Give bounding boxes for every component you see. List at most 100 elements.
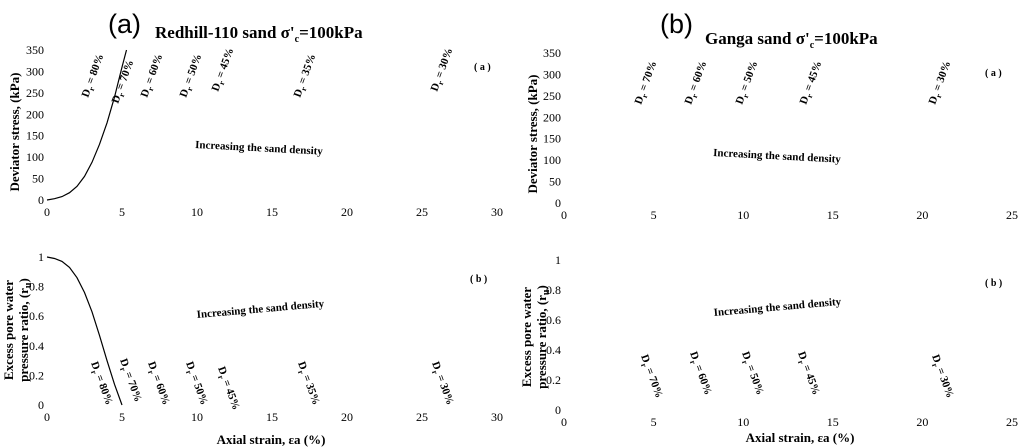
dr-label: Dr = 30% [927, 353, 956, 400]
chart-right-bottom-ylabel: Excess pore waterpressure ratio, (ru) [519, 285, 552, 389]
chart-left-top-yticks: 0 50 100 150 200 250 300 350 [26, 43, 44, 207]
y-tick-label: 250 [543, 89, 561, 103]
x-tick-label: 30 [491, 410, 503, 424]
x-tick-label: 0 [44, 410, 50, 424]
x-tick-label: 10 [737, 415, 749, 429]
dr-label: Dr = 35% [292, 52, 321, 99]
x-tick-label: 15 [266, 205, 278, 219]
x-tick-label: 15 [266, 410, 278, 424]
y-tick-label: 300 [543, 67, 561, 81]
x-tick-label: 20 [916, 415, 928, 429]
x-tick-label: 25 [416, 410, 428, 424]
dr-label: Dr = 60% [143, 360, 172, 407]
dr-label: Dr = 60% [683, 59, 712, 106]
chart-right-top-annotation: Increasing the sand density [713, 147, 842, 166]
chart-left-bottom-annotation: Increasing the sand density [196, 298, 325, 321]
x-tick-label: 15 [827, 208, 839, 222]
dr-label: Dr = 35% [293, 360, 322, 407]
dr-label: Dr = 70% [633, 59, 662, 106]
y-tick-label: 350 [543, 46, 561, 60]
x-tick-label: 30 [491, 205, 503, 219]
chart-left-top-sublabel: ( a ) [474, 62, 491, 73]
y-tick-label: 150 [543, 132, 561, 146]
y-tick-label: 350 [26, 43, 44, 57]
chart-left-top-xticks: 0 5 10 15 20 25 30 [44, 205, 503, 219]
y-tick-label: 50 [549, 175, 561, 189]
dr-label: Dr = 50% [734, 59, 763, 106]
dr-label: Dr = 60% [139, 52, 168, 99]
chart-right-top-dr-labels: Dr = 70% Dr = 60% Dr = 50% Dr = 45% Dr = 30% [633, 59, 956, 106]
chart-left-top: Deviator stress, (kPa) 05010015020025030… [7, 43, 503, 219]
y-tick-label: 1 [38, 250, 44, 264]
chart-left-bottom-xticks: 0 5 10 15 20 25 30 [44, 410, 503, 424]
dr-label: Dr = 50% [181, 360, 210, 407]
x-tick-label: 10 [191, 205, 203, 219]
y-tick-label: 100 [543, 153, 561, 167]
dr-label: Dr = 45% [798, 59, 827, 106]
chart-right-top-yticks: 0 50 100 150 200 250 300 350 [543, 46, 561, 210]
x-tick-label: 25 [416, 205, 428, 219]
chart-left-top-curve [46, 49, 128, 201]
x-tick-label: 5 [119, 410, 125, 424]
chart-right-bottom-yticks: 0 0.2 0.4 0.6 0.8 1 [546, 253, 561, 417]
x-tick-label: 20 [916, 208, 928, 222]
y-tick-label: 300 [26, 64, 44, 78]
chart-left-bottom-xlabel: Axial strain, εa (%) [217, 432, 326, 447]
x-tick-label: 25 [1006, 208, 1018, 222]
x-tick-label: 0 [44, 205, 50, 219]
chart-right-bottom-dr-labels: Dr = 70% Dr = 60% Dr = 50% Dr = 45% Dr = 30% [636, 350, 956, 400]
chart-left-top-dr-labels: Dr = 80%Dr = 70% Dr = 60% Dr = 50% Dr = 45%… [80, 46, 458, 105]
y-tick-label: 0.4 [29, 339, 44, 353]
x-tick-label: 5 [119, 205, 125, 219]
y-tick-label: 200 [26, 107, 44, 121]
panel-b-title: Ganga sand σ'c=100kPa [705, 29, 878, 51]
x-tick-label: 5 [651, 415, 657, 429]
dr-label: Dr = 50% [178, 52, 207, 99]
dr-label: Dr = 30% [927, 59, 956, 106]
chart-left-bottom-yticks: 0 0.2 0.4 0.6 0.8 1 [29, 250, 44, 412]
chart-right-top: Deviator stress, (kPa) 05010015020025030… [525, 46, 1018, 222]
chart-right-bottom: Excess pore waterpressure ratio, (ru) 00… [519, 253, 1018, 445]
dr-label: Dr = 45% [210, 46, 239, 93]
y-tick-label: 200 [543, 110, 561, 124]
dr-label: Dr = 70% [636, 353, 665, 400]
panel-a-title: Redhill-110 sand σ'c=100kPa [155, 23, 363, 45]
chart-right-bottom-annotation: Increasing the sand density [713, 296, 842, 319]
y-tick-label: 100 [26, 150, 44, 164]
chart-right-top-sublabel: ( a ) [985, 68, 1002, 79]
panel-a-letter: (a) [108, 9, 141, 39]
chart-right-bottom-xticks: 0 5 10 15 20 25 [561, 415, 1018, 429]
dr-label: Dr = 30% [429, 46, 458, 93]
x-tick-label: 10 [191, 410, 203, 424]
x-tick-label: 0 [561, 415, 567, 429]
y-tick-label: 0.6 [546, 313, 561, 327]
x-tick-label: 15 [827, 415, 839, 429]
chart-left-bottom-curve [46, 256, 123, 406]
y-tick-label: 0.6 [29, 309, 44, 323]
chart-left-bottom-dr-labels: Dr = 80%Dr = 70%Dr = 60%Dr = 50%Dr = 45%… [86, 357, 456, 412]
x-tick-label: 25 [1006, 415, 1018, 429]
y-tick-label: 0.2 [29, 368, 44, 382]
y-tick-label: 0 [38, 193, 44, 207]
chart-right-bottom-xlabel: Axial strain, εa (%) [746, 430, 855, 445]
y-tick-label: 0 [38, 398, 44, 412]
dr-label: Dr = 45% [793, 350, 822, 397]
dr-label: Dr = 80% [86, 360, 115, 407]
x-tick-label: 20 [341, 205, 353, 219]
dr-label: Dr = 80% [80, 52, 109, 99]
y-tick-label: 1 [555, 253, 561, 267]
y-tick-label: 0 [555, 403, 561, 417]
y-tick-label: 250 [26, 86, 44, 100]
dr-label: Dr = 30% [427, 360, 456, 407]
dr-label: Dr = 50% [737, 350, 766, 397]
y-tick-label: 50 [32, 172, 44, 186]
y-tick-label: 0.8 [546, 283, 561, 297]
dr-label: Dr = 45% [213, 365, 242, 412]
x-tick-label: 20 [341, 410, 353, 424]
dr-label: Dr = 70% [110, 58, 139, 105]
chart-right-bottom-sublabel: ( b ) [985, 278, 1002, 289]
x-tick-label: 10 [737, 208, 749, 222]
chart-right-top-ylabel: Deviator stress, (kPa) [525, 74, 540, 193]
panel-b-letter: (b) [660, 9, 693, 39]
